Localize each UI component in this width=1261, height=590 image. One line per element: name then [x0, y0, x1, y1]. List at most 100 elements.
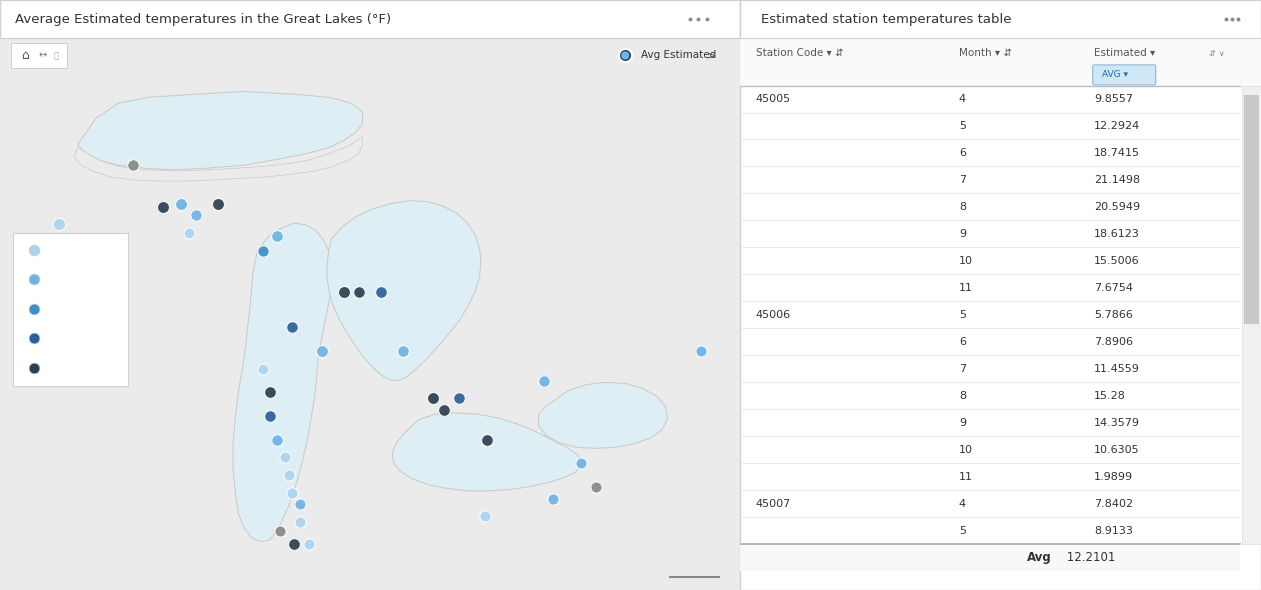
Text: >: >: [706, 51, 716, 60]
Polygon shape: [78, 91, 363, 170]
Point: [24, 333, 44, 343]
Point: [393, 346, 414, 356]
Text: 4: 4: [958, 499, 966, 509]
Text: 10: 10: [57, 361, 71, 374]
FancyBboxPatch shape: [740, 38, 1261, 86]
FancyBboxPatch shape: [0, 0, 740, 590]
Text: 8: 8: [958, 391, 966, 401]
FancyBboxPatch shape: [1243, 95, 1258, 324]
Text: 5: 5: [958, 526, 966, 536]
Text: 45007: 45007: [755, 499, 791, 509]
Text: 9.8557: 9.8557: [1095, 94, 1134, 104]
Text: 45006: 45006: [755, 310, 791, 320]
Text: 18.6123: 18.6123: [1095, 229, 1140, 239]
Point: [279, 470, 299, 480]
Point: [171, 199, 192, 208]
Text: 20.5949: 20.5949: [1095, 202, 1140, 212]
Point: [311, 346, 332, 356]
Text: 7.8402: 7.8402: [1095, 499, 1134, 509]
Text: 7: 7: [958, 364, 966, 373]
Text: 10.6305: 10.6305: [1095, 445, 1140, 455]
Polygon shape: [0, 38, 740, 590]
Text: 10: 10: [958, 445, 972, 455]
Text: 11: 11: [958, 283, 972, 293]
Point: [24, 304, 44, 313]
Point: [585, 482, 605, 491]
FancyBboxPatch shape: [740, 0, 1261, 590]
Text: Estimated ▾: Estimated ▾: [1095, 48, 1155, 58]
Text: 5.7866: 5.7866: [1095, 310, 1134, 320]
Text: 5: 5: [958, 121, 966, 131]
Text: 1.9899: 1.9899: [1095, 471, 1134, 481]
Polygon shape: [74, 137, 363, 181]
Text: 7.6754: 7.6754: [1095, 283, 1134, 293]
Text: 12.2101: 12.2101: [1063, 551, 1116, 564]
Point: [282, 323, 303, 332]
Text: ⌂: ⌂: [20, 49, 29, 62]
Point: [477, 435, 497, 444]
Point: [434, 405, 454, 415]
Text: 8: 8: [958, 202, 966, 212]
Point: [533, 376, 554, 385]
FancyBboxPatch shape: [11, 43, 67, 68]
FancyBboxPatch shape: [1242, 86, 1261, 544]
Point: [615, 51, 636, 60]
Polygon shape: [538, 382, 667, 448]
Text: 18.7415: 18.7415: [1095, 148, 1140, 158]
Text: 8.9133: 8.9133: [1095, 526, 1134, 536]
Text: 12.2924: 12.2924: [1095, 121, 1140, 131]
Polygon shape: [392, 413, 581, 491]
Point: [275, 453, 295, 462]
FancyBboxPatch shape: [1093, 65, 1156, 85]
Text: ⇵ ∨: ⇵ ∨: [1209, 48, 1224, 58]
Text: 16: 16: [57, 243, 71, 256]
Text: 6: 6: [958, 148, 966, 158]
Text: 6: 6: [958, 337, 966, 347]
Point: [543, 494, 564, 503]
Text: 14.3579: 14.3579: [1095, 418, 1140, 428]
Text: ＋: ＋: [54, 51, 59, 60]
Text: Average Estimated temperatures in the Great Lakes (°F): Average Estimated temperatures in the Gr…: [15, 13, 391, 26]
Text: ↔: ↔: [39, 51, 47, 60]
Point: [185, 211, 206, 220]
Point: [24, 245, 44, 254]
Text: 12.9: 12.9: [57, 302, 82, 315]
Point: [252, 364, 272, 373]
Point: [267, 435, 288, 444]
Text: 7: 7: [958, 175, 966, 185]
Text: Avg Estimated: Avg Estimated: [641, 51, 716, 60]
Text: 7.8906: 7.8906: [1095, 337, 1134, 347]
Point: [24, 274, 44, 284]
Text: 21.1498: 21.1498: [1095, 175, 1140, 185]
Point: [267, 231, 288, 241]
Text: 4: 4: [958, 94, 966, 104]
Point: [299, 539, 319, 549]
Text: 45005: 45005: [755, 94, 791, 104]
Point: [571, 458, 591, 468]
Point: [260, 411, 280, 421]
Polygon shape: [327, 201, 480, 381]
Text: Month ▾ ⇵: Month ▾ ⇵: [958, 48, 1011, 58]
Text: 15.5006: 15.5006: [1095, 256, 1140, 266]
Point: [124, 160, 144, 170]
Point: [285, 539, 305, 549]
Point: [474, 512, 494, 521]
Point: [153, 202, 173, 211]
Point: [260, 388, 280, 397]
Point: [691, 346, 711, 356]
Text: 11.4559: 11.4559: [1095, 364, 1140, 373]
Point: [349, 287, 369, 297]
Text: 14.5: 14.5: [57, 273, 82, 286]
Text: Station Code ▾ ⇵: Station Code ▾ ⇵: [755, 48, 844, 58]
Text: 11: 11: [958, 471, 972, 481]
Point: [252, 246, 272, 255]
Point: [371, 287, 391, 297]
Point: [179, 228, 199, 238]
Text: 9: 9: [958, 229, 966, 239]
Point: [24, 363, 44, 372]
Point: [270, 526, 290, 536]
Text: 10: 10: [958, 256, 972, 266]
Point: [422, 394, 443, 403]
Text: 11.5: 11.5: [57, 332, 82, 345]
Text: 5: 5: [958, 310, 966, 320]
